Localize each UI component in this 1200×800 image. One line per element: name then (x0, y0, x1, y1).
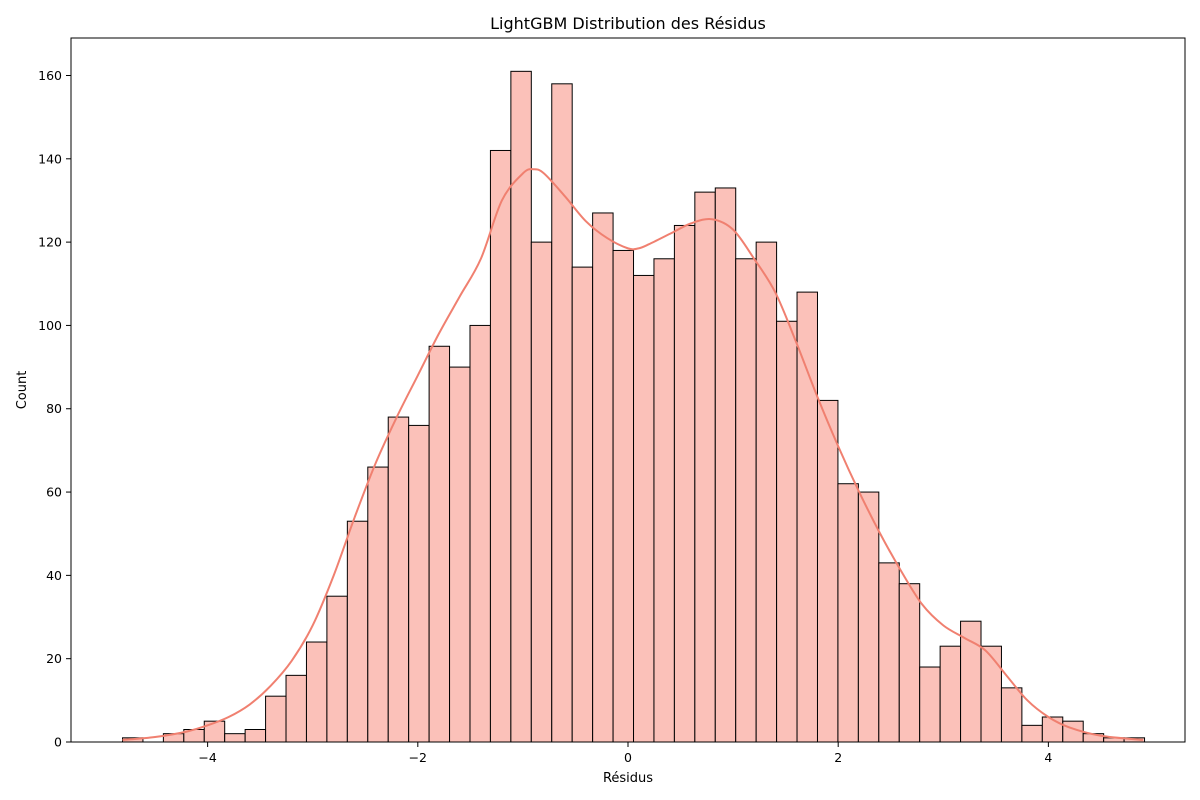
histogram-bar (428, 345, 451, 743)
histogram-bar (305, 641, 328, 743)
histogram-bar (735, 258, 757, 743)
histogram-bar (653, 258, 675, 743)
y-axis-ticks: 0 20 40 60 80 100 120 140 160 (38, 68, 71, 750)
histogram-bar (633, 274, 655, 743)
histogram-bar (326, 595, 348, 743)
histogram-bar (408, 424, 430, 743)
histogram-bar (489, 149, 512, 743)
histogram-bar (449, 366, 471, 743)
histogram-bar (551, 83, 573, 743)
histogram-bar (980, 645, 1002, 743)
histogram-bar (919, 666, 941, 743)
kde-curve (122, 168, 1144, 741)
histogram-bar (755, 241, 778, 743)
histogram-bar (367, 466, 389, 743)
y-axis-label: Count (15, 371, 30, 410)
histogram-bar (592, 212, 614, 743)
histogram-bar (203, 720, 226, 743)
histogram-bar (571, 266, 594, 743)
histogram-bar (939, 645, 962, 743)
histogram-bar (878, 562, 900, 743)
histogram-bar (530, 241, 553, 743)
histogram-bar (612, 249, 635, 743)
histogram-bar (796, 291, 818, 743)
y-tick-label: 160 (38, 68, 62, 83)
y-tick-label: 120 (38, 235, 62, 250)
histogram-bar (776, 320, 798, 743)
histogram-bar (469, 324, 491, 743)
chart-title: LightGBM Distribution des Résidus (490, 14, 766, 33)
histogram-bar (816, 399, 839, 743)
histogram-bar (857, 491, 880, 743)
x-axis-label: Résidus (603, 771, 653, 786)
y-tick-label: 40 (46, 568, 62, 583)
y-tick-label: 20 (46, 651, 62, 666)
x-tick-label: −2 (409, 750, 427, 765)
histogram-bar (387, 416, 410, 743)
histogram-bar (898, 583, 921, 743)
histogram-bar (960, 620, 982, 743)
histogram-bar (244, 729, 267, 743)
histogram-bar (837, 483, 859, 743)
y-tick-label: 80 (46, 401, 62, 416)
histogram-bar (265, 695, 287, 743)
histogram-bar (346, 520, 369, 743)
histogram-bar (714, 187, 737, 743)
y-tick-label: 0 (54, 735, 62, 750)
y-tick-label: 100 (38, 318, 62, 333)
histogram-bar (1041, 716, 1064, 743)
y-tick-label: 60 (46, 485, 62, 500)
x-tick-label: 0 (624, 750, 632, 765)
histogram-bar (285, 674, 307, 743)
histogram-bar (1021, 724, 1043, 743)
histogram-bars (122, 70, 1146, 743)
histogram-bar (673, 224, 696, 743)
y-tick-label: 140 (38, 151, 62, 166)
histogram-bar (510, 70, 532, 743)
x-tick-label: 2 (834, 750, 842, 765)
x-axis-ticks: −4 −2 0 2 4 (198, 742, 1052, 765)
x-tick-label: 4 (1044, 750, 1052, 765)
histogram-bar (224, 733, 246, 743)
x-tick-label: −4 (198, 750, 216, 765)
histogram-bar (694, 191, 716, 743)
histogram-bar (1000, 687, 1023, 743)
